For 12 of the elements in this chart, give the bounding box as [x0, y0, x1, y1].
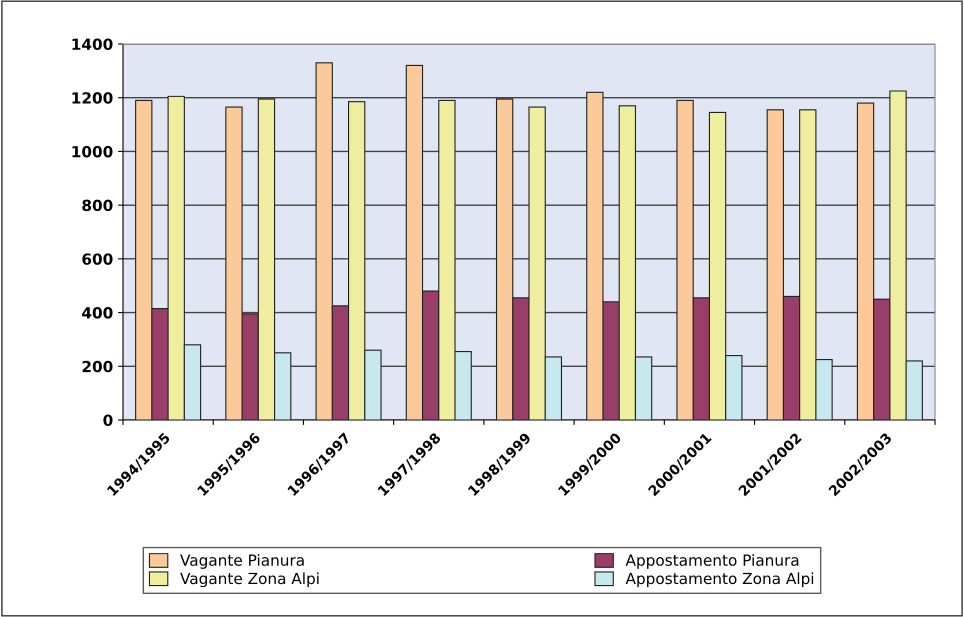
y-tick-label: 800	[82, 200, 113, 212]
legend-label: Vagante Pianura	[180, 554, 304, 569]
y-tick-label: 400	[82, 307, 113, 319]
y-tick-label: 200	[82, 360, 113, 372]
legend-label: Vagante Zona Alpi	[180, 572, 319, 588]
y-tick-label: 1400	[72, 38, 113, 50]
y-tick-label: 0	[103, 414, 113, 426]
legend-label: Appostamento Pianura	[626, 554, 798, 569]
y-tick-label: 600	[82, 253, 113, 265]
legend-label: Appostamento Zona Alpi	[626, 572, 814, 588]
y-tick-label: 1000	[72, 146, 113, 158]
y-tick-label: 1200	[72, 92, 113, 104]
